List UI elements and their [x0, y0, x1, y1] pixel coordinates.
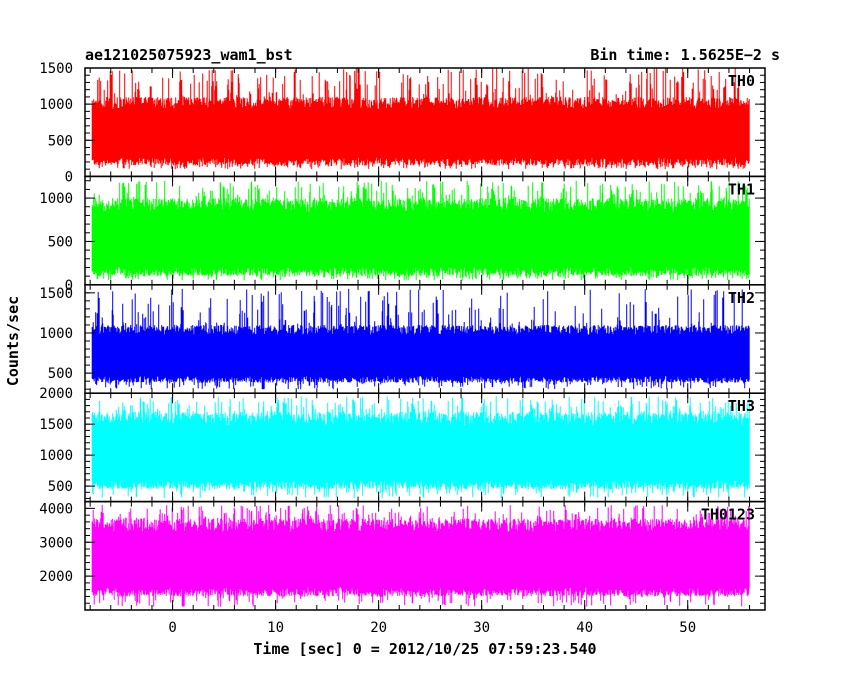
- x-tick-label: 30: [473, 620, 490, 636]
- series-line-th1: [91, 180, 750, 281]
- y-tick-label: 500: [48, 366, 73, 382]
- y-axis-label: Counts/sec: [4, 296, 22, 386]
- chart-title: ae121025075923_wam1_bst: [85, 46, 293, 64]
- y-tick-label: 1000: [39, 448, 73, 464]
- x-tick-label: 50: [679, 620, 696, 636]
- y-tick-label: 1500: [39, 286, 73, 302]
- panel-th1: 0 500 1000 TH1: [39, 175, 766, 294]
- series-line-th0123: [91, 505, 750, 607]
- bin-time-label: Bin time: 1.5625E−2 s: [590, 46, 780, 64]
- y-tick-label: 0: [65, 169, 73, 185]
- x-tick-label: 40: [576, 620, 593, 636]
- series-line-th0: [91, 68, 750, 170]
- y-tick-label: 1000: [39, 191, 73, 207]
- x-tick-label: 0: [168, 620, 176, 636]
- y-tick-label: 500: [48, 133, 73, 149]
- panel-label-th2: TH2: [728, 289, 755, 307]
- y-tick-label: 1500: [39, 417, 73, 433]
- panel-th0: 0 500 1000 1500 TH0: [39, 61, 766, 185]
- y-tick-label: 2000: [39, 569, 73, 585]
- series-line-th2: [91, 288, 750, 390]
- series-line-th3: [91, 396, 750, 499]
- y-tick-label: 3000: [39, 535, 73, 551]
- y-tick-label: 500: [48, 234, 73, 250]
- panel-label-th3: TH3: [728, 397, 755, 415]
- panel-label-th0123: TH0123: [701, 506, 755, 524]
- y-tick-label: 500: [48, 479, 73, 495]
- y-tick-label: 4000: [39, 501, 73, 517]
- panel-th2: 500 1000 1500 TH2: [39, 284, 766, 394]
- x-tick-label: 20: [370, 620, 387, 636]
- x-axis: 0 10 20 30 40 50: [168, 620, 696, 636]
- panel-stack: 0 500 1000 1500 TH0 0 500 1000 TH1 500 1000 1500 TH2…: [39, 61, 766, 611]
- panel-th3: 500 1000 1500 2000 TH3: [39, 386, 766, 503]
- y-tick-label: 1500: [39, 61, 73, 77]
- panel-th0123: 2000 3000 4000 TH0123: [39, 500, 766, 611]
- panel-label-th1: TH1: [728, 180, 755, 198]
- y-tick-label: 1000: [39, 326, 73, 342]
- x-axis-label: Time [sec] 0 = 2012/10/25 07:59:23.540: [253, 640, 596, 658]
- y-tick-label: 1000: [39, 97, 73, 113]
- x-tick-label: 10: [267, 620, 284, 636]
- y-tick-label: 2000: [39, 386, 73, 402]
- panel-label-th0: TH0: [728, 72, 755, 90]
- y-tick-label: 0: [65, 278, 73, 294]
